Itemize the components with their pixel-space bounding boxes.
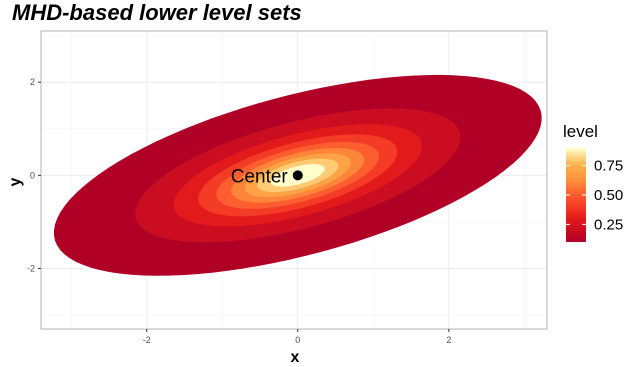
legend-label: 0.75: [594, 158, 623, 175]
plot-border: [40, 30, 548, 330]
y-tick-label: 2: [30, 77, 35, 87]
center-label: Center: [231, 166, 289, 187]
chart-title: MHD-based lower level sets: [12, 0, 302, 25]
y-tick-label: -2: [27, 263, 35, 273]
y-axis-title: y: [7, 177, 24, 186]
x-tick-label: 0: [295, 335, 300, 345]
center-point: [292, 170, 303, 181]
legend-colorbar: [566, 148, 586, 242]
x-tick-label: -2: [143, 335, 151, 345]
x-tick-label: 2: [446, 335, 451, 345]
axes: -2 0 2 -2 0 2: [27, 77, 451, 345]
legend-ticks: 0.75 0.50 0.25: [566, 158, 623, 233]
legend-title: level: [563, 122, 598, 141]
legend-label: 0.50: [594, 187, 623, 204]
legend-label: 0.25: [594, 216, 623, 233]
x-axis-title: x: [291, 349, 300, 366]
y-tick-label: 0: [30, 170, 35, 180]
